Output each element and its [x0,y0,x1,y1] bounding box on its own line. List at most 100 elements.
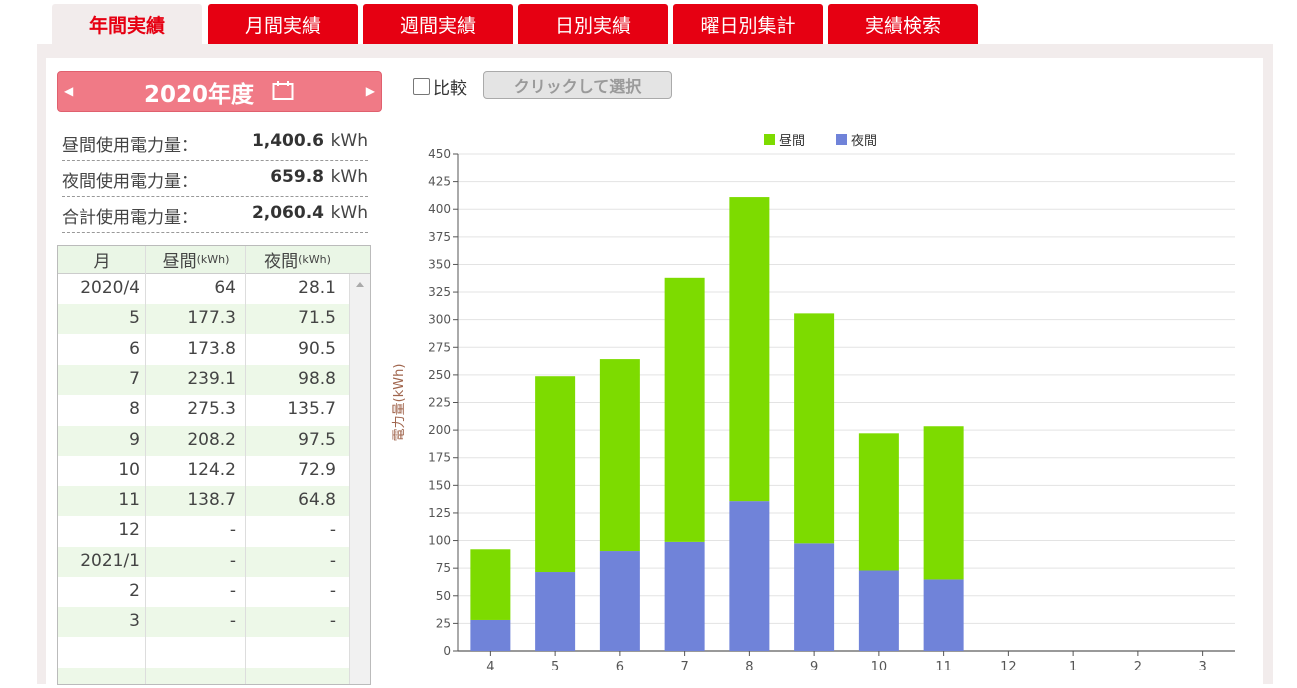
table-row: 9 208.2 97.5 [58,425,349,456]
y-tick-label: 400 [428,202,451,216]
tab-weekly[interactable]: 週間実績 [363,4,513,45]
summary-day-unit: kWh [330,131,368,151]
table-cell-night: 72.9 [298,459,336,480]
legend-label: 昼間 [779,134,805,149]
table-row [58,638,349,668]
table-cell-month: 6 [129,338,140,359]
x-tick-label: 7 [680,660,688,670]
y-tick-label: 125 [428,506,451,520]
table-header-night: 夜間 (kWh) [246,246,349,274]
table-cell-night: 98.8 [298,368,336,389]
table-cell-day: - [229,550,236,571]
bar-day [729,197,770,502]
summary-total-label: 合計使用電力量： [62,208,198,228]
tab-monthly[interactable]: 月間実績 [208,4,358,45]
header-month-label: 月 [93,252,111,272]
compare-checkbox[interactable] [413,78,430,95]
x-tick-label: 11 [935,660,952,670]
y-tick-label: 450 [428,147,451,161]
summary-day-value: 1,400.6 [251,131,324,151]
table-row: 5 177.3 71.5 [58,304,349,335]
table-cell-night: 71.5 [298,308,336,329]
prev-year-icon[interactable]: ◀ [64,84,74,98]
y-tick-label: 0 [443,644,451,658]
y-tick-label: 250 [428,368,451,382]
summary-total-unit: kWh [330,203,368,223]
header-night-unit: (kWh) [298,253,331,266]
column-divider [145,246,146,684]
calendar-icon[interactable] [272,80,294,100]
table-cell-month: 2020/4 [80,278,140,298]
table-header-day: 昼間 (kWh) [146,246,246,274]
table-cell-night: 97.5 [298,429,336,450]
y-tick-label: 175 [428,451,451,465]
table-row: 2021/1 - - [58,546,349,577]
table-row [58,667,349,684]
table-cell-day: 138.7 [187,490,236,511]
table-cell-month: 2021/1 [80,550,140,571]
bar-night [729,501,770,651]
legend-swatch [764,134,775,145]
table-cell-month: 2 [129,581,140,601]
table-row: 3 - - [58,607,349,638]
y-tick-label: 75 [436,561,451,575]
scroll-up-icon[interactable] [356,282,364,287]
x-tick-label: 5 [551,660,559,670]
table-cell-month: 7 [129,368,140,389]
table-cell-month: 10 [118,459,140,480]
x-tick-label: 12 [1000,660,1017,670]
summary-day-label: 昼間使用電力量： [62,136,198,156]
table-row: 12 - - [58,516,349,546]
bar-day [535,376,576,573]
compare-toggle[interactable]: 比較 [413,74,467,99]
tab-annual[interactable]: 年間実績 [52,4,202,45]
table-cell-day: 64 [214,278,236,298]
bar-day [470,549,511,620]
legend-label: 夜間 [851,134,877,149]
y-tick-label: 375 [428,230,451,244]
summary-total-value: 2,060.4 [251,203,324,223]
table-cell-night: - [329,581,336,601]
tab-weekday[interactable]: 曜日別集計 [673,4,823,45]
x-tick-label: 1 [1069,660,1077,670]
y-tick-label: 350 [428,257,451,271]
tab-search[interactable]: 実績検索 [828,4,978,45]
y-tick-label: 325 [428,285,451,299]
bar-day [858,433,899,571]
y-tick-label: 200 [428,423,451,437]
table-row: 7 239.1 98.8 [58,364,349,395]
table-cell-day: - [229,611,236,632]
table-row: 2 - - [58,577,349,607]
table-cell-night: 135.7 [287,399,336,420]
table-cell-night: 64.8 [298,490,336,511]
bar-night [794,543,835,651]
table-scrollbar[interactable] [349,274,370,684]
summary-night-unit: kWh [330,167,368,187]
bar-night [923,579,964,651]
next-year-icon[interactable]: ▶ [365,84,375,98]
y-tick-label: 25 [436,616,451,630]
table-cell-night: - [329,550,336,571]
table-cell-night: - [329,611,336,632]
bar-night [470,619,511,651]
bar-night [535,572,576,651]
table-row: 6 173.8 90.5 [58,335,349,365]
table-cell-day: 177.3 [187,308,236,329]
table-cell-month: 5 [129,308,140,329]
usage-chart: 0255075100125150175200225250275300325350… [392,134,1235,670]
y-tick-label: 425 [428,175,451,189]
x-tick-label: 3 [1198,660,1206,670]
summary-total: 合計使用電力量： 2,060.4 kWh [62,197,368,233]
x-tick-label: 10 [871,660,888,670]
table-cell-day: - [229,520,236,541]
y-tick-label: 50 [436,589,451,603]
table-row: 2020/4 64 28.1 [58,274,349,304]
compare-select-button[interactable]: クリックして選択 [483,71,672,99]
table-row: 8 275.3 135.7 [58,395,349,425]
bar-day [599,359,640,552]
tab-daily[interactable]: 日別実績 [518,4,668,45]
table-cell-night: - [329,520,336,541]
y-axis-label: 電力量(kWh) [392,364,407,442]
y-tick-label: 150 [428,478,451,492]
x-tick-label: 4 [486,660,494,670]
